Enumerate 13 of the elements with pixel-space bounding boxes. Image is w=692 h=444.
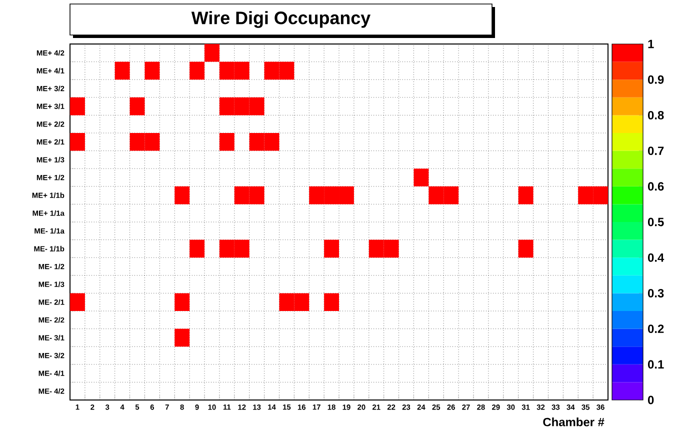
color-bar-label: 1 bbox=[648, 40, 654, 48]
color-bar-label: 0.7 bbox=[648, 146, 664, 156]
color-bar-label: 0.4 bbox=[648, 253, 664, 262]
color-bar-label: 0.5 bbox=[648, 218, 664, 226]
color-bar-label: 0 bbox=[648, 396, 654, 404]
color-bar-label: 0.8 bbox=[648, 110, 664, 120]
color-bar-label: 0.9 bbox=[648, 75, 664, 84]
color-bar-label: 0.1 bbox=[648, 360, 664, 369]
chart-title: Wire Digi Occupancy bbox=[191, 11, 371, 28]
color-bar-label: 0.6 bbox=[648, 182, 664, 191]
color-bar-label: 0.2 bbox=[648, 324, 664, 334]
color-bar-label: 0.3 bbox=[648, 288, 664, 298]
x-axis-title: Chamber # bbox=[543, 418, 604, 426]
